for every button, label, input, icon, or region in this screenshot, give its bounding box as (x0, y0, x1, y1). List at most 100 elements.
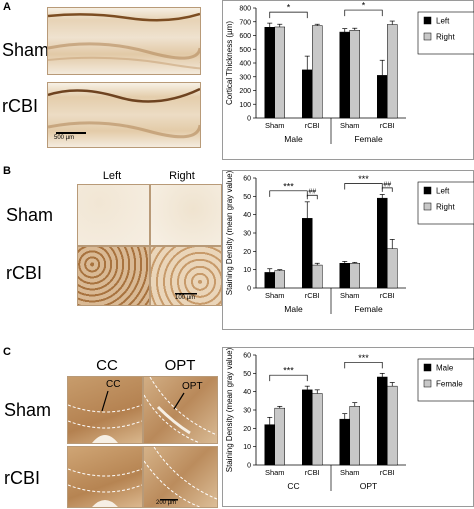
significance-bracket (269, 11, 308, 19)
panel-a-row-sham: Sham (2, 40, 50, 60)
micrograph-b-rcbi-left (77, 246, 150, 306)
significance-bracket (381, 187, 393, 192)
x-tick-label: rCBI (380, 121, 395, 130)
bar-right-rcbi (387, 248, 398, 289)
bar-left-rcbi (302, 218, 313, 289)
significance-bracket (269, 374, 308, 382)
legend-swatch-left (423, 16, 432, 25)
y-tick-label: 600 (239, 33, 251, 40)
bar-male-sham (264, 424, 275, 466)
legend-swatch-male (423, 363, 432, 372)
y-tick-label: 30 (243, 408, 251, 415)
group-label: Male (284, 134, 303, 144)
y-tick-label: 20 (243, 249, 251, 256)
bar-female-sham (349, 406, 360, 466)
y-axis-label: Staining Density (mean gray value) (225, 347, 234, 472)
tissue-texture (48, 12, 200, 70)
y-tick-label: 40 (243, 389, 251, 396)
bar-male-rcbi (302, 389, 313, 466)
inset-label-cc: CC (106, 379, 121, 390)
micrograph-c-rcbi-cc (67, 446, 143, 508)
bar-right-sham (349, 30, 360, 119)
x-tick-label: rCBI (380, 291, 395, 300)
y-tick-label: 40 (243, 212, 251, 219)
panel-a-letter: A (3, 1, 11, 13)
legend-swatch-right (423, 202, 432, 211)
tract-outline (68, 390, 142, 443)
x-tick-label: rCBI (380, 468, 395, 477)
y-tick-label: 60 (243, 176, 251, 183)
significance-label: ## (383, 181, 391, 188)
y-tick-label: 50 (243, 371, 251, 378)
panel-b-scale-bar: 100 µm (175, 295, 196, 301)
bar-left-sham (264, 272, 275, 289)
panel-b-row-rcbi: rCBI (6, 263, 42, 283)
panel-b-col-right: Right (169, 170, 195, 182)
bar-right-rcbi (312, 25, 323, 119)
bar-right-rcbi (387, 24, 398, 119)
legend-label-right: Right (436, 33, 455, 42)
panel-a-scale-bar: 500 µm (54, 135, 75, 141)
micrograph-b-sham-left (77, 184, 150, 246)
legend-label-right: Right (436, 203, 455, 212)
panel-a-row-rcbi: rCBI (2, 96, 38, 116)
bar-female-rcbi (312, 393, 323, 466)
x-tick-label: Sham (340, 468, 360, 477)
x-tick-label: Sham (340, 291, 360, 300)
y-tick-label: 50 (243, 194, 251, 201)
bar-left-sham (339, 263, 350, 289)
significance-bracket (344, 183, 383, 190)
bar-male-rcbi (377, 376, 388, 466)
panel-b-row-sham: Sham (6, 205, 54, 225)
bar-left-sham (339, 31, 350, 119)
micrograph-b-sham-right (150, 184, 222, 246)
bar-left-sham (264, 27, 275, 119)
group-label: Female (354, 304, 383, 314)
panel-c-col-cc: CC (96, 357, 118, 374)
panel-c-scale-bar: 200 µm (156, 500, 177, 506)
significance-label: ## (308, 189, 316, 196)
y-tick-label: 0 (247, 463, 251, 470)
scale-bar-mark (175, 293, 197, 295)
y-tick-label: 60 (243, 353, 251, 360)
bar-left-rcbi (377, 197, 388, 289)
group-label: Male (284, 304, 303, 314)
micrograph-a-rcbi: 500 µm (47, 82, 201, 148)
legend-swatch-left (423, 186, 432, 195)
significance-label: *** (358, 353, 369, 363)
panel-c-letter: C (3, 346, 11, 358)
y-axis-label: Cortical Thickness (µm) (225, 21, 234, 105)
panel-c-row-sham: Sham (4, 400, 52, 420)
legend-swatch-right (423, 32, 432, 41)
legend-label-left: Left (436, 17, 450, 26)
micrograph-c-sham-opt: OPT (143, 376, 218, 444)
bar-male-sham (339, 418, 350, 466)
y-tick-label: 100 (239, 102, 251, 109)
bar-left-rcbi (377, 75, 388, 119)
bar-right-rcbi (312, 264, 323, 289)
tract-outline (68, 468, 142, 507)
micrograph-a-sham (47, 7, 201, 75)
y-tick-label: 500 (239, 47, 251, 54)
group-label: OPT (360, 481, 377, 491)
y-tick-label: 10 (243, 267, 251, 274)
bar-right-sham (274, 26, 285, 119)
y-tick-label: 20 (243, 426, 251, 433)
tract-outline (144, 377, 217, 443)
bar-right-sham (349, 263, 360, 289)
significance-label: * (287, 3, 291, 13)
significance-bracket (344, 361, 383, 369)
chart-a: Cortical Thickness (µm) 0 100 200 300 400 500 6… (222, 0, 474, 160)
bar-right-sham (274, 270, 285, 289)
bar-female-sham (274, 407, 285, 466)
inset-label-opt: OPT (182, 381, 203, 392)
significance-bracket (344, 9, 383, 17)
y-tick-label: 0 (247, 116, 251, 123)
significance-label: * (362, 1, 366, 11)
y-tick-label: 200 (239, 88, 251, 95)
legend-label-left: Left (436, 187, 450, 196)
y-tick-label: 700 (239, 19, 251, 26)
y-axis-label: Staining Density (mean gray value) (225, 170, 234, 295)
legend-label-female: Female (436, 380, 463, 389)
y-tick-label: 0 (247, 286, 251, 293)
